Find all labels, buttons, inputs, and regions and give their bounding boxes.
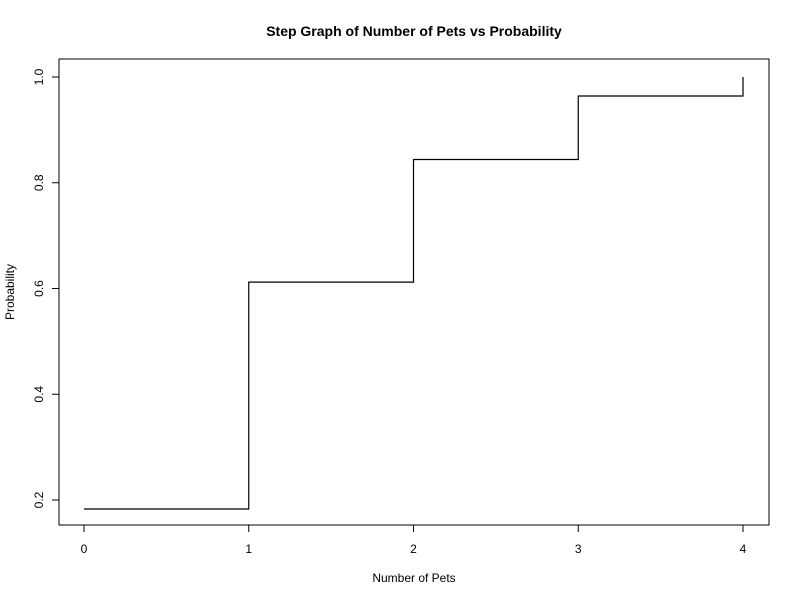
y-tick-label: 0.2 xyxy=(32,491,46,508)
y-tick-label: 0.4 xyxy=(32,386,46,403)
y-tick-label: 0.8 xyxy=(32,174,46,191)
chart-title: Step Graph of Number of Pets vs Probabil… xyxy=(266,23,562,39)
x-tick-label: 3 xyxy=(575,542,582,556)
x-tick-label: 0 xyxy=(81,542,88,556)
x-axis-label: Number of Pets xyxy=(372,571,455,585)
y-tick-label: 0.6 xyxy=(32,280,46,297)
y-tick-label: 1.0 xyxy=(32,68,46,85)
x-axis: 0 1 2 3 4 xyxy=(81,524,747,556)
y-axis: 0.2 0.4 0.6 0.8 1.0 xyxy=(32,68,60,508)
x-tick-label: 2 xyxy=(410,542,417,556)
x-tick-label: 4 xyxy=(740,542,747,556)
series-layer xyxy=(84,77,744,510)
x-tick-label: 1 xyxy=(245,542,252,556)
plot-box xyxy=(58,58,770,526)
y-axis-label: Probability xyxy=(3,264,17,320)
step-line xyxy=(84,77,744,510)
